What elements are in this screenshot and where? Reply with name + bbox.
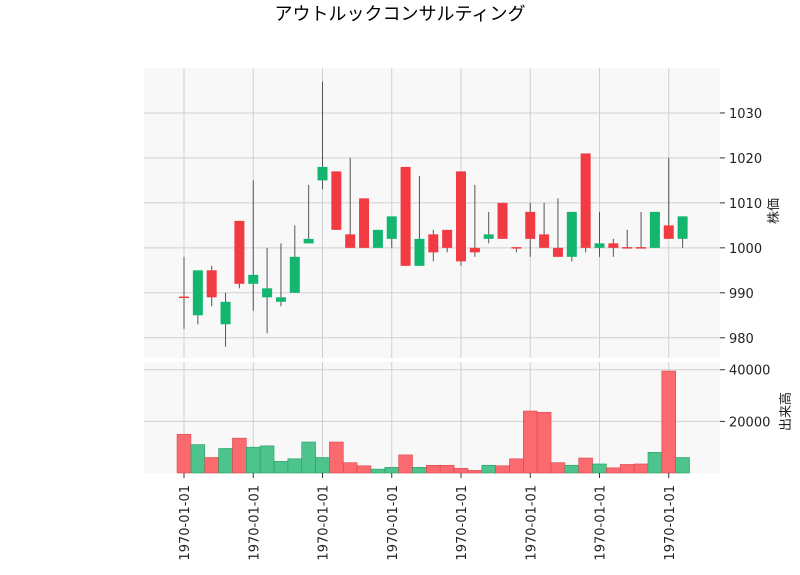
volume-bar-8 [287,458,303,474]
volume-bar-5 [246,446,261,474]
candle-body-18 [428,234,439,253]
volume-bar-28 [564,464,580,474]
volume-bar-35 [661,370,676,474]
candle-body-23 [497,202,508,239]
candle-body-19 [442,229,453,248]
volume-bar-16 [398,454,413,474]
volume-bar-25 [523,410,538,474]
price-panel [144,68,720,358]
candle-body-14 [372,229,383,248]
volume-bar-12 [342,462,358,474]
volume-bar-0 [176,433,192,474]
volume-bar-7 [273,461,289,474]
candle-body-10 [317,166,328,181]
candle-body-5 [248,274,259,284]
price-tick-label: 1020 [729,152,762,167]
candle-body-9 [303,238,314,244]
volume-bar-20 [453,468,469,474]
candle-body-0 [179,296,189,299]
volume-bar-2 [204,457,219,474]
candle-body-22 [483,234,494,239]
price-tick-label: 1000 [729,242,762,257]
candle-body-31 [608,243,619,248]
price-tick-label: 980 [729,332,754,347]
price-axis-label: 株価 [767,198,782,224]
volume-bar-23 [495,465,510,474]
candle-body-33 [636,247,647,249]
x-tick-label: 1970-01-01 [524,485,539,561]
x-tick-label: 1970-01-01 [178,485,193,561]
chart-title: アウトルックコンサルティング [274,4,526,25]
candle-body-16 [400,166,411,266]
volume-bar-13 [356,465,372,474]
candle-body-12 [345,234,356,248]
volume-bar-11 [329,441,344,474]
candle-body-8 [289,256,300,293]
x-tick-label: 1970-01-01 [247,485,262,561]
volume-bar-22 [481,464,496,474]
candle-body-34 [649,211,660,248]
volume-bar-34 [647,452,663,474]
candle-body-28 [566,211,577,257]
volume-bar-17 [412,467,427,474]
candle-body-36 [677,216,688,239]
candle-body-30 [594,243,605,248]
candle-body-35 [663,225,674,239]
candle-body-2 [206,270,217,298]
price-tick-label: 1010 [729,197,762,212]
x-tick-label: 1970-01-01 [594,485,609,561]
candle-body-6 [262,288,273,298]
volume-tick-label: 20000 [729,415,770,430]
volume-bar-36 [675,457,690,474]
candle-body-13 [359,198,370,248]
volume-bar-26 [536,412,552,474]
volume-tick-label: 40000 [729,364,770,379]
volume-bar-30 [592,463,607,474]
candle-body-26 [539,234,550,248]
candle-body-11 [331,171,342,230]
candle-body-4 [234,220,245,284]
price-tick-label: 990 [729,287,754,302]
volume-axis-label: 出来高 [778,392,794,431]
candle-body-24 [511,247,522,249]
volume-bar-18 [426,464,441,474]
volume-bar-1 [190,444,206,474]
candle-body-21 [469,247,480,253]
volume-bar-14 [370,468,386,474]
volume-bar-4 [232,437,247,474]
candle-body-1 [192,270,203,316]
candle-body-27 [552,247,563,257]
volume-bar-10 [315,457,330,474]
volume-bar-33 [633,463,649,474]
candle-body-29 [580,153,591,248]
volume-bar-6 [259,445,275,474]
volume-bar-21 [467,470,483,474]
volume-bar-24 [509,458,524,474]
volume-bar-29 [578,457,593,474]
x-tick-label: 1970-01-01 [386,485,401,561]
candle-body-7 [275,297,286,302]
candle-body-20 [456,171,466,262]
x-tick-label: 1970-01-01 [317,485,332,561]
volume-bar-32 [619,464,635,474]
volume-bar-19 [439,464,455,474]
candle-body-3 [220,301,231,325]
x-tick-label: 1970-01-01 [455,485,470,561]
candle-body-25 [525,211,536,239]
candle-body-32 [622,247,633,249]
x-tick-label: 1970-01-01 [663,485,678,561]
volume-bar-3 [218,448,233,474]
volume-bar-27 [550,462,566,474]
candle-body-15 [386,216,397,239]
candle-body-17 [414,238,425,266]
volume-bar-9 [301,441,316,474]
volume-bar-31 [606,467,621,474]
price-tick-label: 1030 [729,107,762,122]
volume-bar-15 [384,467,399,474]
